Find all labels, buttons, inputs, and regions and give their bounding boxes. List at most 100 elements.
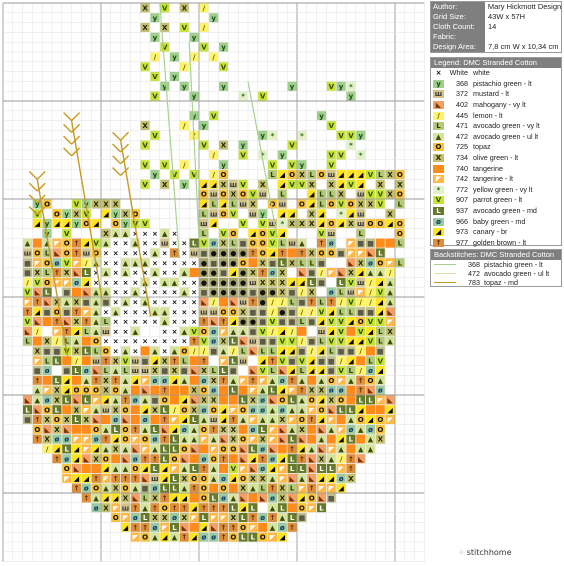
svg-text:◢: ◢	[280, 455, 286, 463]
stitch-cell: ◤	[326, 268, 336, 277]
svg-text:◢: ◢	[84, 240, 90, 248]
stitch-cell: ø	[268, 268, 277, 277]
stitch-cell: ◣	[81, 287, 91, 297]
svg-text:↑: ↑	[358, 387, 364, 395]
stitch-cell: ●	[228, 287, 238, 297]
stitch-cell: ↑	[32, 375, 42, 385]
svg-text:×: ×	[181, 318, 187, 326]
svg-text:×: ×	[152, 318, 158, 326]
svg-text:↑: ↑	[201, 318, 207, 326]
svg-text:L: L	[211, 201, 216, 209]
legend-item: ▲ 472 avocado green - ul lt	[431, 132, 561, 143]
stitch-cell: ↑	[52, 454, 62, 463]
svg-text:ø: ø	[280, 406, 285, 414]
svg-text:▲: ▲	[182, 269, 188, 277]
svg-text:↑: ↑	[113, 377, 119, 385]
stitch-cell: ■	[62, 356, 72, 365]
stitch-cell: ↑	[140, 522, 150, 532]
stitch-cell: ◤	[277, 473, 287, 483]
svg-text:↑: ↑	[172, 250, 178, 258]
stitch-cell: ◣	[160, 424, 170, 434]
stitch-cell: X	[160, 356, 170, 365]
stitch-cell: ø	[209, 238, 219, 248]
stitch-cell: ↑	[199, 503, 209, 512]
svg-text:O: O	[260, 230, 266, 238]
svg-text:V: V	[338, 338, 344, 346]
svg-text:◢: ◢	[348, 338, 354, 346]
svg-text:V: V	[84, 210, 90, 218]
stitch-cell: ×	[111, 248, 121, 258]
svg-text:L: L	[270, 367, 275, 375]
stitch-cell: y	[346, 91, 356, 101]
svg-text:◣: ◣	[221, 436, 227, 444]
svg-text:L: L	[319, 465, 324, 473]
svg-text:ø: ø	[152, 377, 157, 385]
svg-text:y: y	[113, 210, 118, 218]
stitch-cell: O	[356, 317, 366, 326]
stitch-cell: X	[150, 405, 160, 414]
stitch-cell: V	[346, 277, 356, 287]
legend-item: ш 372 mustard - lt	[431, 89, 561, 100]
svg-text:↑: ↑	[172, 504, 178, 512]
svg-text:▦: ▦	[181, 367, 188, 375]
svg-text:X: X	[260, 475, 266, 483]
stitch-cell: L	[238, 395, 248, 405]
svg-text:◢: ◢	[74, 475, 80, 483]
svg-text:V: V	[329, 152, 335, 160]
stitch-cell: /	[199, 346, 209, 356]
stitch-cell: ◢	[336, 219, 346, 228]
svg-text:◢: ◢	[191, 534, 197, 542]
svg-text:↑: ↑	[201, 465, 207, 473]
svg-text:▦: ▦	[152, 397, 159, 405]
svg-text:◣: ◣	[368, 250, 374, 258]
svg-text:↑: ↑	[309, 485, 315, 493]
svg-text:/: /	[271, 308, 274, 316]
legend-symbol: O	[433, 143, 444, 152]
stitch-cell: ◢	[375, 366, 385, 375]
stitch-cell: ■	[101, 415, 111, 424]
stitch-cell: O	[130, 209, 140, 218]
svg-text:y: y	[339, 83, 344, 91]
stitch-cell: /	[199, 23, 209, 32]
svg-text:ш: ш	[132, 367, 139, 375]
stitch-cell: L	[219, 366, 228, 375]
stitch-cell: ◢	[366, 415, 375, 424]
stitch-cell: ◢	[140, 405, 150, 414]
stitch-cell: ↑	[130, 473, 140, 483]
svg-text:■: ■	[240, 387, 247, 395]
stitch-cell: ●	[228, 277, 238, 287]
stitch-cell: ◤	[287, 385, 297, 395]
svg-text:×: ×	[152, 289, 158, 297]
stitch-cell: ▲	[346, 415, 356, 424]
svg-text:O: O	[93, 485, 99, 493]
design-info-panel: Author: Mary Hickmott Design Grid Size: …	[430, 1, 562, 53]
svg-text:V: V	[240, 181, 246, 189]
svg-text:ø: ø	[94, 504, 99, 512]
svg-text:◢: ◢	[338, 171, 344, 179]
stitch-cell: y	[209, 13, 219, 22]
stitch-cell: L	[395, 199, 405, 209]
svg-text:◢: ◢	[93, 446, 99, 454]
stitch-cell: ▦	[140, 356, 150, 365]
stitch-cell: O	[307, 395, 317, 405]
stitch-cell: O	[317, 405, 326, 414]
stitch-cell: ▲	[130, 287, 140, 297]
stitch-cell: ◢	[346, 356, 356, 365]
svg-text:■: ■	[181, 387, 188, 395]
stitch-cell: X	[62, 268, 72, 277]
stitch-cell: ×	[150, 238, 160, 248]
backstitch-name: topaz - md	[484, 278, 518, 287]
svg-text:ш: ш	[269, 220, 276, 228]
svg-text:O: O	[299, 201, 305, 209]
svg-text:▲: ▲	[123, 387, 129, 395]
svg-text:O: O	[319, 406, 325, 414]
stitch-cell: ×	[150, 297, 160, 307]
stitch-cell: V	[160, 3, 170, 13]
svg-text:O: O	[54, 210, 60, 218]
stitch-cell: ■	[72, 375, 81, 385]
stitch-cell: ▲	[150, 346, 160, 356]
stitch-cell: ↑	[356, 375, 366, 385]
stitch-cell: O	[228, 228, 238, 238]
